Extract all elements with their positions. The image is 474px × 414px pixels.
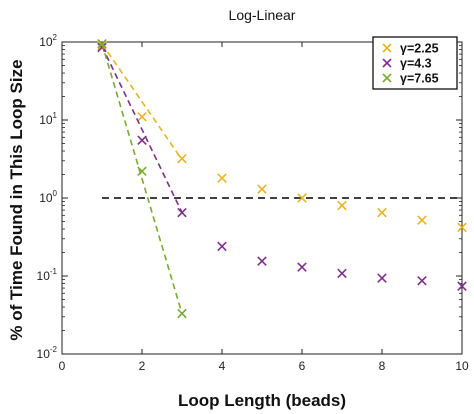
chart-title: Log-Linear: [229, 7, 296, 23]
data-point-stroke: [177, 308, 187, 319]
y-tick-label: 101: [39, 111, 57, 127]
series-fit-line: [101, 43, 183, 161]
data-point: [377, 273, 387, 283]
data-point-stroke: [417, 215, 427, 225]
x-tick-label: 4: [219, 359, 226, 373]
data-point-stroke: [337, 200, 347, 211]
data-point: [137, 135, 147, 146]
legend-label: γ=4.3: [400, 57, 432, 71]
data-point-stroke: [217, 173, 227, 183]
series-fit-line: [101, 45, 183, 213]
data-point-stroke: [137, 166, 147, 177]
x-tick-label: 2: [139, 359, 146, 373]
plot-area: 0 2 4 6 8 10 102 101 100 10-1 10-2 γ=2.25γ=4.3γ=7.6…: [37, 33, 469, 373]
data-point-stroke: [337, 268, 347, 279]
series-1: [97, 40, 467, 233]
data-point-stroke: [297, 193, 307, 203]
x-tick-label: 0: [59, 359, 66, 373]
legend-item: γ=2.25: [382, 42, 439, 56]
series-fit-line: [101, 43, 183, 314]
legend-item: γ=4.3: [382, 57, 432, 71]
data-point-stroke: [177, 153, 187, 164]
data-point: [377, 207, 387, 218]
x-tick-label: 10: [455, 359, 469, 373]
data-point-stroke: [137, 135, 147, 146]
legend: γ=2.25γ=4.3γ=7.65: [372, 36, 458, 90]
data-point: [457, 222, 467, 233]
data-point-stroke: [457, 281, 467, 291]
data-point: [417, 215, 427, 225]
legend-marker-stroke: [382, 73, 392, 83]
legend-marker-stroke: [382, 58, 392, 68]
data-point-stroke: [257, 184, 267, 194]
y-tick-label: 102: [39, 33, 57, 49]
legend-label: γ=7.65: [400, 72, 439, 86]
data-point: [177, 153, 187, 164]
data-point-stroke: [177, 207, 187, 218]
x-tick-label: 8: [379, 359, 386, 373]
data-point-stroke: [217, 241, 227, 252]
data-point: [337, 268, 347, 279]
data-point: [257, 184, 267, 194]
x-axis-label: Loop Length (beads): [178, 391, 346, 410]
data-point-stroke: [257, 256, 267, 266]
data-point: [177, 308, 187, 319]
series-2: [97, 42, 467, 291]
data-point-stroke: [377, 207, 387, 218]
legend-item: γ=7.65: [382, 72, 439, 86]
data-point: [297, 262, 307, 272]
data-point-stroke: [457, 222, 467, 233]
data-point-stroke: [377, 273, 387, 283]
series-3: [97, 38, 187, 319]
y-tick-label: 100: [39, 189, 57, 205]
data-point: [137, 112, 147, 122]
data-point-stroke: [137, 112, 147, 122]
legend-label: γ=2.25: [400, 42, 439, 56]
data-point: [177, 207, 187, 218]
data-point: [137, 166, 147, 177]
data-point-stroke: [97, 42, 107, 53]
data-point-stroke: [297, 262, 307, 272]
data-point: [257, 256, 267, 266]
data-point-stroke: [417, 275, 427, 286]
data-point: [337, 200, 347, 211]
y-tick-label: 10-2: [37, 345, 58, 361]
data-point-stroke: [97, 38, 107, 49]
x-tick-label: 6: [299, 359, 306, 373]
y-axis-label: % of Time Found in This Loop Size: [7, 59, 26, 340]
legend-marker-stroke: [382, 43, 392, 53]
data-point: [97, 42, 107, 53]
y-tick-label: 10-1: [37, 267, 58, 283]
data-point: [417, 275, 427, 286]
data-point: [97, 38, 107, 49]
data-point: [217, 241, 227, 252]
data-point: [217, 173, 227, 183]
data-point: [297, 193, 307, 203]
data-point: [457, 281, 467, 291]
